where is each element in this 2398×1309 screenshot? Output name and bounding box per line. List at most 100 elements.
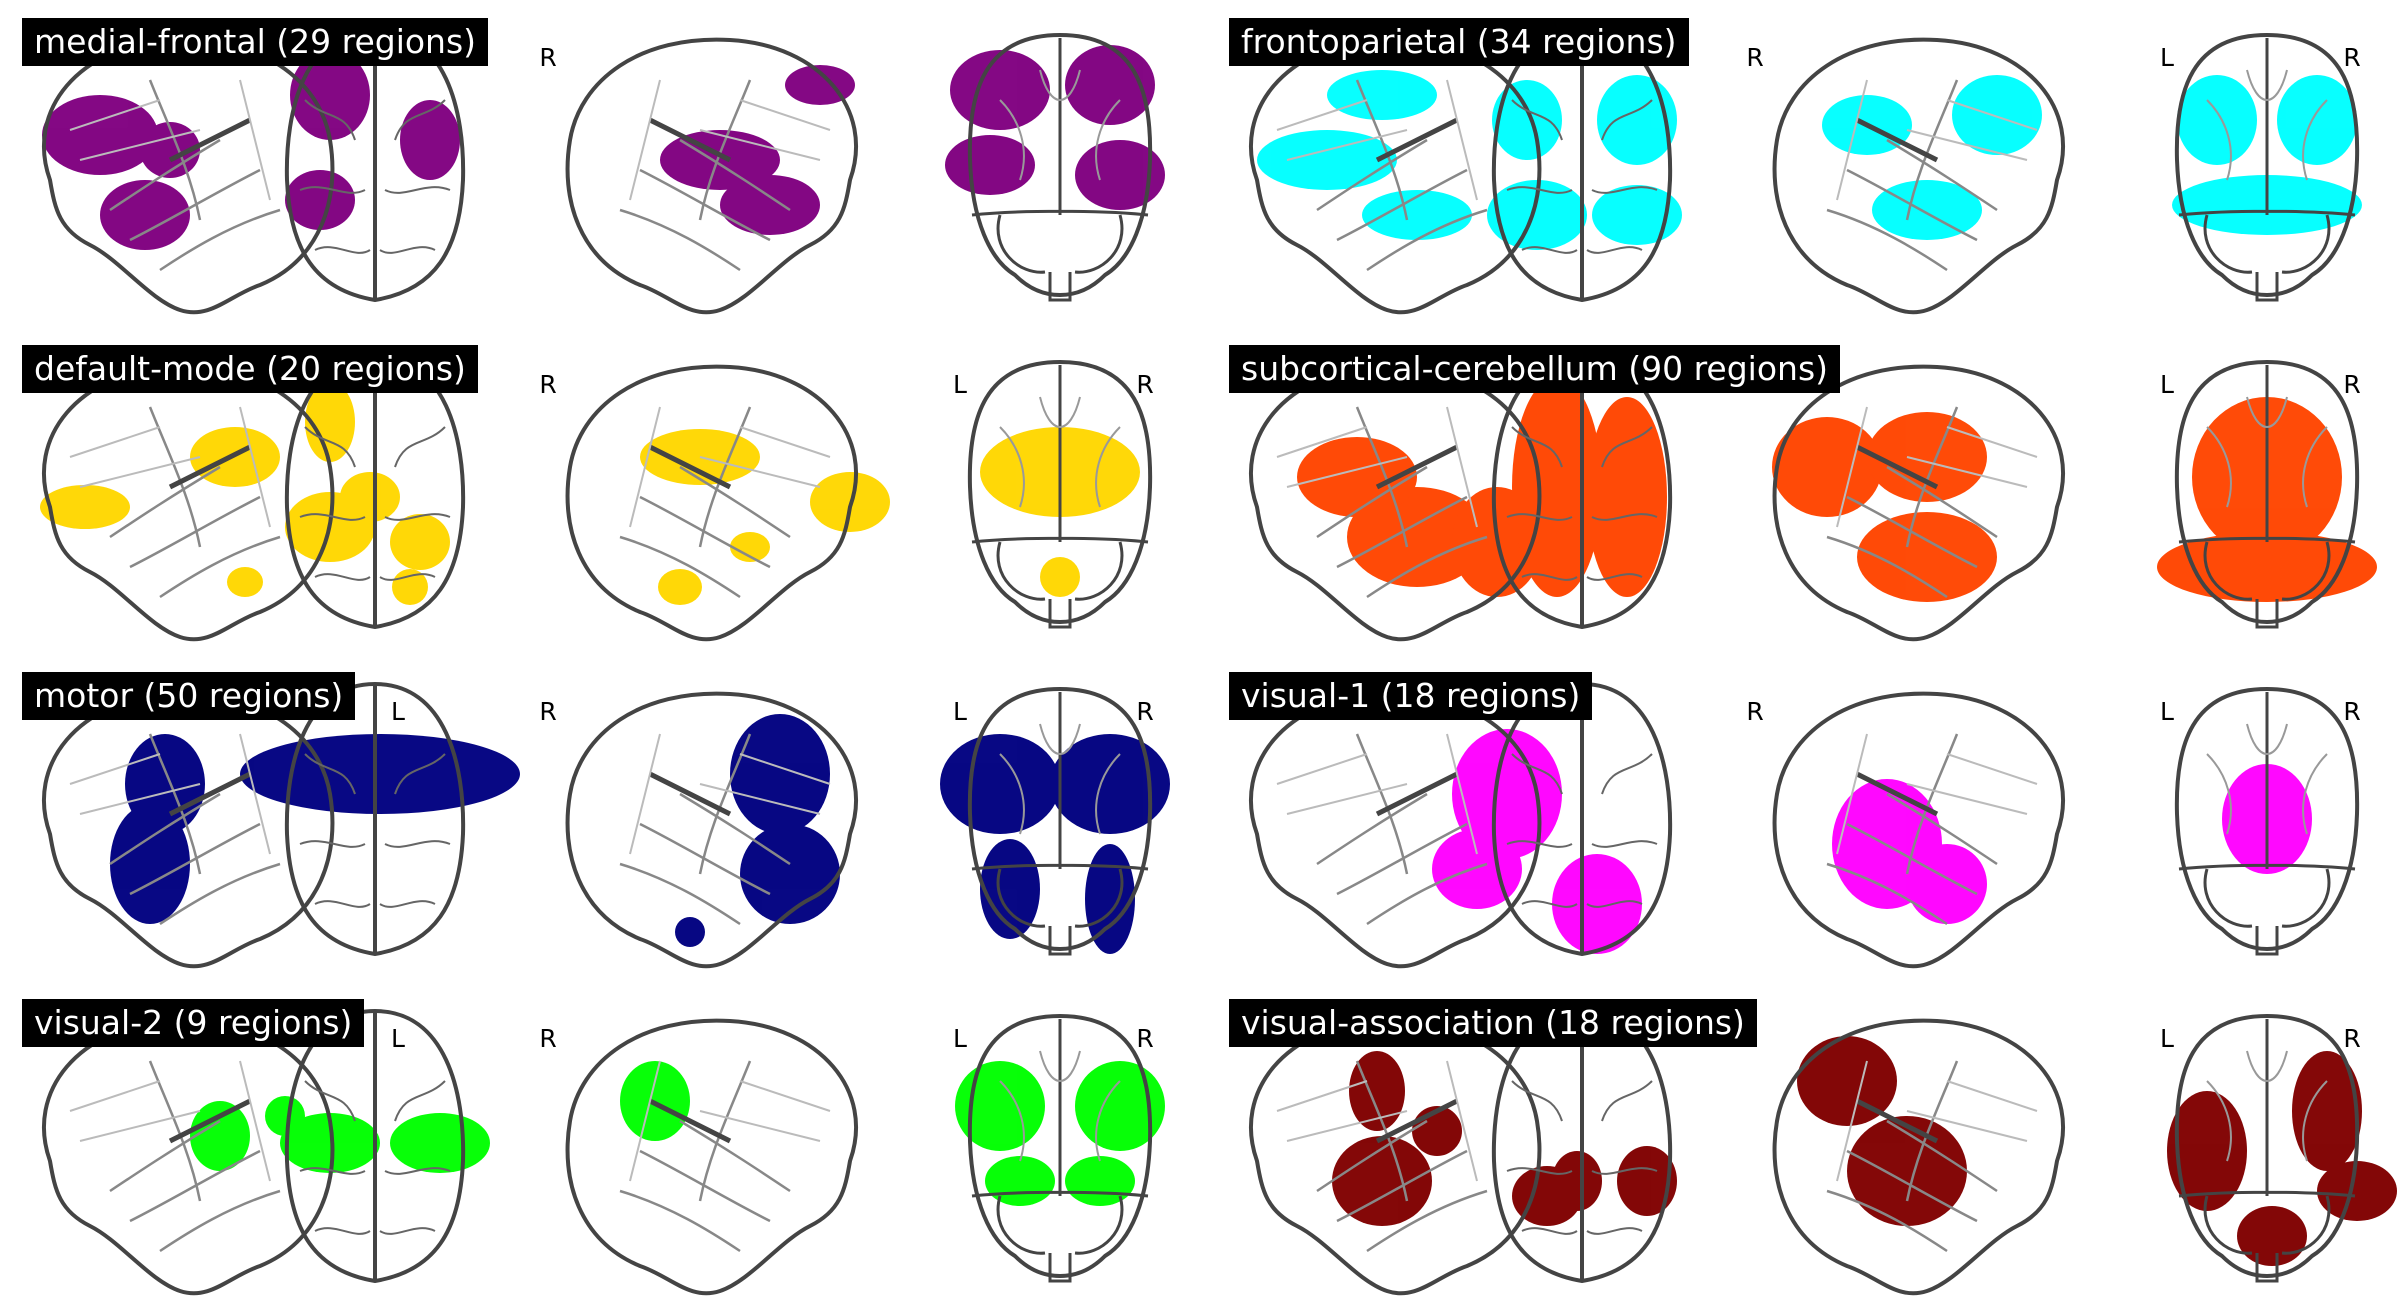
panel-title: frontoparietal (34 regions) xyxy=(1229,18,1689,66)
axial-right-label: R xyxy=(1746,43,1763,72)
region-blob xyxy=(785,65,855,105)
region-blob xyxy=(940,734,1060,834)
region-blob xyxy=(1872,180,1982,240)
region-blob xyxy=(658,569,702,605)
panel-visual-2: L R L R visual-2 (9 regions) xyxy=(0,981,1199,1308)
axial-outline xyxy=(284,1008,466,1284)
region-blob xyxy=(1512,377,1602,597)
brain-outline xyxy=(565,364,858,642)
axial-left-label: L xyxy=(391,1024,405,1053)
region-blob xyxy=(400,100,460,180)
brain-outline xyxy=(565,691,858,969)
region-blob xyxy=(1772,417,1882,517)
panel-title: motor (50 regions) xyxy=(22,672,356,720)
panel-title: visual-2 (9 regions) xyxy=(22,999,365,1047)
region-blob xyxy=(2157,532,2377,602)
network-regions xyxy=(110,714,1170,954)
axial-outline xyxy=(284,354,466,630)
coronal-left-label: L xyxy=(2160,1024,2174,1053)
region-blob xyxy=(2317,1161,2397,1221)
brain-outline xyxy=(1772,1018,2065,1296)
region-blob xyxy=(227,567,263,597)
region-blob xyxy=(100,180,190,250)
brain-views: R xyxy=(42,27,1165,315)
region-blob xyxy=(290,50,370,140)
coronal-left-label: L xyxy=(2160,697,2174,726)
coronal-right-label: R xyxy=(2343,1024,2360,1053)
region-blob xyxy=(1362,190,1472,240)
region-blob xyxy=(1797,1036,1897,1126)
axial-right-label: R xyxy=(539,43,556,72)
axial-outline xyxy=(1491,681,1673,957)
region-blob xyxy=(110,804,190,924)
region-blob xyxy=(2177,75,2257,165)
axial-right-label: R xyxy=(539,697,556,726)
coronal-left-label: L xyxy=(2160,43,2174,72)
region-blob xyxy=(1552,854,1642,954)
region-blob xyxy=(240,734,520,814)
region-blob xyxy=(1332,1136,1432,1226)
region-blob xyxy=(1512,1166,1582,1226)
coronal-right-label: R xyxy=(2343,43,2360,72)
region-blob xyxy=(1040,557,1080,597)
coronal-right-label: R xyxy=(2343,697,2360,726)
region-blob xyxy=(285,170,355,230)
axial-outline xyxy=(1491,354,1673,630)
region-blob xyxy=(1327,70,1437,120)
axial-left-label: L xyxy=(391,697,405,726)
coronal-outline xyxy=(967,1013,1153,1279)
region-blob xyxy=(1492,80,1562,160)
panel-title: medial-frontal (29 regions) xyxy=(22,18,489,66)
region-blob xyxy=(1452,729,1562,859)
region-blob xyxy=(1597,75,1677,165)
panel-title: default-mode (20 regions) xyxy=(22,345,478,393)
network-regions xyxy=(1257,70,2362,250)
network-regions xyxy=(1297,377,2377,602)
coronal-right-label: R xyxy=(1136,370,1153,399)
axial-right-label: R xyxy=(1746,697,1763,726)
region-blob xyxy=(740,824,840,924)
axial-right-label: R xyxy=(539,1024,556,1053)
region-blob xyxy=(280,1113,380,1173)
panel-title: subcortical-cerebellum (90 regions) xyxy=(1229,345,1841,393)
coronal-left-label: L xyxy=(953,697,967,726)
region-blob xyxy=(1592,185,1682,245)
coronal-outline xyxy=(967,32,1153,298)
region-blob xyxy=(2167,1091,2247,1211)
region-blob xyxy=(390,514,450,570)
coronal-outline xyxy=(2174,32,2360,298)
region-blob xyxy=(1857,512,1997,602)
region-blob xyxy=(2277,75,2357,165)
region-blob xyxy=(980,839,1040,939)
coronal-outline xyxy=(967,686,1153,952)
region-blob xyxy=(1297,437,1417,517)
region-blob xyxy=(190,1101,250,1171)
panel-motor: L R L R motor (50 regions) xyxy=(0,654,1199,981)
coronal-left-label: L xyxy=(953,1024,967,1053)
brain-outline xyxy=(1772,364,2065,642)
region-blob xyxy=(1065,1156,1135,1206)
coronal-outline xyxy=(967,359,1153,625)
panel-title: visual-association (18 regions) xyxy=(1229,999,1757,1047)
brain-outline xyxy=(1772,37,2065,315)
region-blob xyxy=(1075,140,1165,210)
region-blob xyxy=(1952,75,2042,155)
axial-outline xyxy=(1491,27,1673,303)
region-blob xyxy=(1349,1051,1405,1131)
axial-outline xyxy=(284,681,466,957)
coronal-right-label: R xyxy=(1136,1024,1153,1053)
network-regions xyxy=(42,45,1165,250)
panel-medial-frontal: R medial-frontal (29 regions) xyxy=(0,0,1199,327)
region-blob xyxy=(40,485,130,529)
region-blob xyxy=(2292,1051,2362,1171)
coronal-left-label: L xyxy=(953,370,967,399)
region-blob xyxy=(950,50,1050,130)
